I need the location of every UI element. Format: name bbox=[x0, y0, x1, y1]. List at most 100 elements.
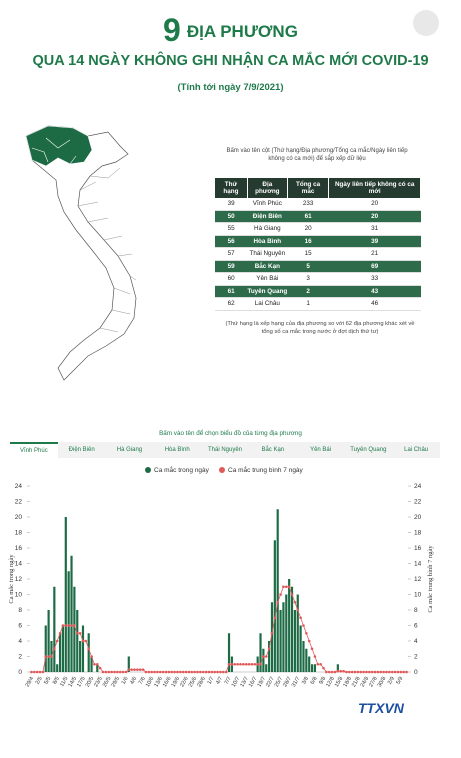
y-tick-label: 2 bbox=[18, 654, 22, 661]
line-point bbox=[67, 624, 70, 627]
line-point bbox=[53, 647, 56, 651]
table-cell: 15 bbox=[304, 250, 312, 258]
line-point bbox=[141, 668, 145, 671]
line-point bbox=[253, 662, 257, 666]
x-tick-label: 7/6 bbox=[138, 676, 147, 686]
line-point bbox=[273, 616, 277, 620]
line-point bbox=[362, 670, 365, 674]
tab[interactable]: Điện Biên bbox=[68, 447, 95, 453]
column-header[interactable]: Thứ hạng bbox=[215, 178, 248, 198]
line-point bbox=[196, 670, 199, 674]
x-tick-label: 12/8 bbox=[325, 676, 336, 688]
line-point bbox=[70, 624, 73, 627]
line-point bbox=[98, 666, 102, 670]
tab[interactable]: Bắc Kạn bbox=[261, 447, 285, 453]
table-cell: 62 bbox=[227, 300, 235, 308]
table-cell: 61 bbox=[215, 285, 248, 298]
line-point bbox=[227, 662, 231, 666]
tab[interactable]: Vĩnh Phúc bbox=[10, 442, 58, 458]
tab[interactable]: Lai Châu bbox=[404, 447, 429, 453]
tab[interactable]: Tuyên Quang bbox=[350, 447, 387, 453]
line-point bbox=[164, 670, 168, 674]
table-cell: 20 bbox=[371, 200, 379, 208]
line-point bbox=[388, 670, 391, 674]
x-tick-label: 22/6 bbox=[179, 676, 190, 688]
line-point bbox=[138, 668, 142, 671]
line-point bbox=[296, 608, 300, 612]
y2-axis-title: Ca mắc trung bình 7 ngày bbox=[427, 545, 434, 613]
line-point bbox=[353, 670, 357, 674]
bar bbox=[76, 610, 79, 672]
chart: 0246810121416182022240246810121416182022… bbox=[8, 465, 434, 688]
x-tick-label: 25/7 bbox=[274, 676, 285, 688]
line-point bbox=[327, 670, 331, 674]
line-point bbox=[41, 670, 45, 674]
map-highlight bbox=[25, 125, 93, 167]
line-point bbox=[284, 585, 288, 589]
tab[interactable]: Thái Nguyên bbox=[208, 447, 243, 453]
tabs: Vĩnh Phúc Điện Biên Hà Giang Hòa Bình Thái N… bbox=[10, 442, 440, 458]
line-point bbox=[393, 670, 397, 674]
x-tick-label: 1/6 bbox=[121, 676, 130, 686]
line-point bbox=[244, 662, 248, 666]
x-tick-label: 16/7 bbox=[248, 676, 259, 688]
line-point bbox=[216, 670, 219, 674]
column-header[interactable]: Địa phương bbox=[247, 178, 288, 198]
subtitle: QUA 14 NGÀY KHÔNG GHI NHẬN CA MẮC MỚI CO… bbox=[32, 53, 429, 69]
x-tick-label: 20/5 bbox=[85, 676, 96, 688]
column-header[interactable]: Ngày liên tiếp không có ca mới bbox=[328, 178, 421, 198]
y-tick-label: 12 bbox=[15, 576, 23, 583]
y-tick-label: 24 bbox=[15, 483, 23, 490]
table-cell: 55 bbox=[227, 225, 235, 233]
map bbox=[25, 125, 137, 381]
x-tick-label: 19/7 bbox=[257, 676, 268, 688]
bar bbox=[127, 656, 130, 672]
line-point bbox=[302, 624, 305, 627]
y2-tick-label: 4 bbox=[414, 638, 418, 645]
line-point bbox=[264, 655, 268, 658]
y2-tick-label: 0 bbox=[414, 669, 418, 676]
bar bbox=[290, 586, 294, 672]
table-instruction: Bấm vào tên cột (Thứ hạng/Địa phương/Tổn… bbox=[226, 148, 408, 162]
line-point bbox=[167, 670, 171, 674]
table-cell: 16 bbox=[287, 235, 329, 248]
x-tick-label: 15/8 bbox=[334, 676, 345, 688]
tab[interactable]: Hòa Bình bbox=[164, 447, 190, 453]
line-point bbox=[150, 670, 154, 674]
line-point bbox=[95, 662, 99, 666]
bar bbox=[279, 610, 282, 672]
line-point bbox=[44, 655, 48, 658]
legend-marker bbox=[219, 467, 225, 473]
bar bbox=[44, 625, 47, 672]
line-point bbox=[176, 670, 179, 674]
y2-tick-label: 12 bbox=[414, 576, 422, 583]
table-row: 61 Tuyên Quang 2 43 bbox=[215, 285, 421, 298]
line-point bbox=[84, 639, 88, 643]
column-header[interactable]: Tổng ca mắc bbox=[287, 178, 330, 198]
line-point bbox=[293, 600, 297, 604]
line-point bbox=[319, 662, 322, 666]
line-point bbox=[90, 655, 93, 658]
x-tick-label: 10/7 bbox=[231, 676, 242, 688]
tab[interactable]: Yên Bái bbox=[310, 447, 332, 453]
y-tick-label: 4 bbox=[18, 638, 22, 645]
line-point bbox=[305, 631, 308, 635]
tab[interactable]: Hà Giang bbox=[116, 447, 143, 453]
x-tick-label: 23/5 bbox=[93, 676, 104, 688]
logo: TTXVN bbox=[358, 700, 404, 716]
line-point bbox=[368, 670, 371, 674]
date: (Tính tới ngày 7/9/2021) bbox=[177, 82, 284, 93]
line-point bbox=[130, 668, 133, 671]
bar bbox=[265, 664, 268, 672]
line-point bbox=[236, 662, 239, 666]
line-point bbox=[181, 670, 185, 674]
y2-tick-label: 16 bbox=[414, 545, 422, 552]
line-point bbox=[190, 670, 194, 674]
map-outline bbox=[25, 125, 137, 381]
line-point bbox=[61, 624, 65, 627]
menu-button[interactable] bbox=[413, 10, 439, 36]
line-point bbox=[310, 647, 314, 651]
bar bbox=[87, 633, 90, 672]
line-point bbox=[390, 670, 394, 674]
bar bbox=[64, 517, 67, 672]
